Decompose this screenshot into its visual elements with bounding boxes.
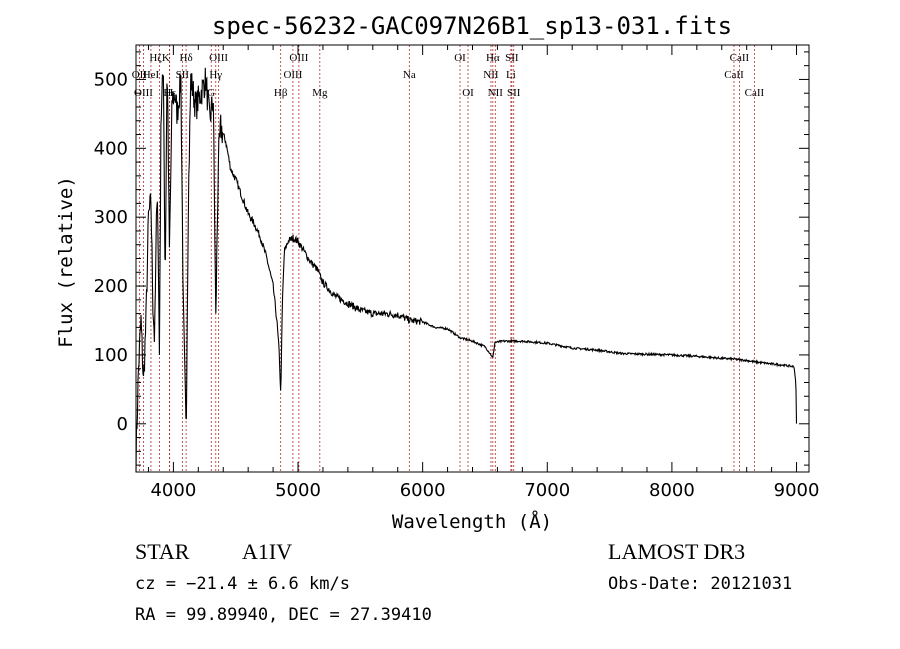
plot-frame xyxy=(135,44,810,473)
x-tick-label-5000: 5000 xyxy=(275,480,321,501)
line-label-10: G xyxy=(207,87,215,99)
y-tick-label-200: 200 xyxy=(94,276,128,297)
line-label-26: CaII xyxy=(745,87,765,99)
line-label-25: CaII xyxy=(724,69,744,81)
chart-title: spec-56232-GAC097N26B1_sp13-031.fits xyxy=(212,12,732,40)
line-label-6: H xyxy=(165,87,173,99)
x-tick-label-6000: 6000 xyxy=(400,480,446,501)
line-label-24: CaII xyxy=(730,52,750,64)
x-axis: 4000 5000 6000 7000 8000 9000 xyxy=(147,45,820,501)
line-label-3: SII xyxy=(176,69,190,81)
y-axis-label: Flux (relative) xyxy=(55,176,77,348)
line-label-11: Hβ xyxy=(274,87,288,99)
y-tick-label-400: 400 xyxy=(94,138,128,159)
y-tick-label-300: 300 xyxy=(94,207,128,228)
line-label-13: OIII xyxy=(283,69,302,81)
spectrum-line xyxy=(135,67,798,473)
x-tick-label-8000: 8000 xyxy=(649,480,695,501)
y-tick-label-100: 100 xyxy=(94,345,128,366)
line-label-4: OIII xyxy=(134,87,153,99)
x-axis-label: Wavelength (Å) xyxy=(392,510,552,533)
line-label-0: HζK xyxy=(149,52,169,64)
line-label-22: Li xyxy=(506,69,516,81)
obs-date: Obs-Date: 20121031 xyxy=(608,574,792,594)
ra-dec: RA = 99.89940, DEC = 27.39410 xyxy=(135,605,432,625)
line-label-7: Hδ xyxy=(180,52,193,64)
object-class: STAR xyxy=(135,539,190,564)
x-tick-label-7000: 7000 xyxy=(524,480,570,501)
y-tick-label-0: 0 xyxy=(117,414,128,435)
line-label-8: OIII xyxy=(209,52,228,64)
x-tick-label-9000: 9000 xyxy=(774,480,820,501)
y-axis: 0 100 200 300 400 500 xyxy=(94,51,809,466)
line-label-23: SII xyxy=(507,87,521,99)
line-label-20: NII xyxy=(488,87,504,99)
x-tick-label-4000: 4000 xyxy=(150,480,196,501)
line-label-9: Hγ xyxy=(209,69,222,81)
line-label-18: Hα xyxy=(486,52,500,64)
y-tick-label-500: 500 xyxy=(94,69,128,90)
redshift-cz: cz = −21.4 ± 6.6 km/s xyxy=(135,574,350,594)
line-label-21: SII xyxy=(505,52,519,64)
line-label-15: Na xyxy=(403,69,416,81)
line-label-19: NII xyxy=(483,69,499,81)
object-subclass: A1IV xyxy=(242,539,292,564)
line-label-14: Mg xyxy=(312,87,328,99)
spectral-line-markers xyxy=(138,45,755,472)
line-label-16: OI xyxy=(454,52,466,64)
line-label-2: HeI xyxy=(143,69,160,81)
line-label-17: OI xyxy=(462,87,474,99)
line-label-12: OIII xyxy=(289,52,308,64)
survey-name: LAMOST DR3 xyxy=(608,539,745,564)
